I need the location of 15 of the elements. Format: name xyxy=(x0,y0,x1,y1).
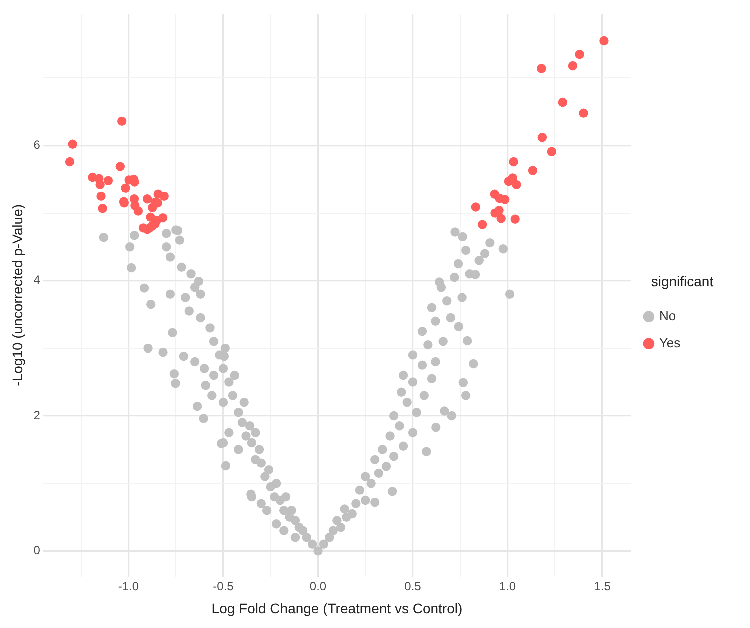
y-tick-label: 2 xyxy=(34,408,41,422)
y-tick-label: 6 xyxy=(34,138,41,152)
legend-label: Yes xyxy=(659,335,724,350)
x-axis-title: Log Fold Change (Treatment vs Control) xyxy=(212,600,463,616)
x-tick-label: 1.5 xyxy=(594,579,612,594)
y-axis-title: -Log10 (uncorrected p-Value) xyxy=(9,204,26,386)
x-tick-label: 0.5 xyxy=(404,579,422,594)
legend-label: No xyxy=(659,308,720,324)
y-tick-label: 4 xyxy=(34,273,41,288)
y-tick-label: 0 xyxy=(34,543,41,558)
x-tick-label: 1.0 xyxy=(499,579,516,594)
x-tick-label: -0.5 xyxy=(213,579,234,594)
legend-title: significant xyxy=(651,273,714,290)
x-tick-label: -1.0 xyxy=(118,579,140,594)
x-tick-label: 0.0 xyxy=(310,579,327,594)
